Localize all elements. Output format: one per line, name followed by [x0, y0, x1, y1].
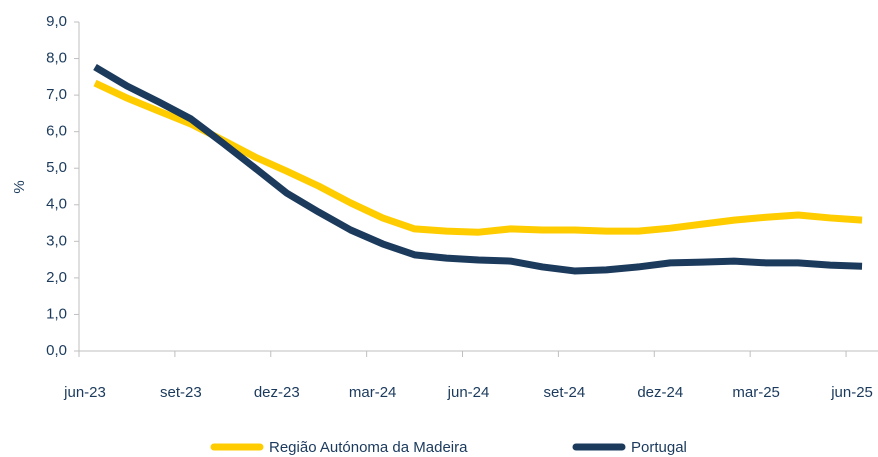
legend-label: Portugal	[631, 439, 687, 456]
y-tick-label: 7,0	[46, 86, 67, 103]
y-tick-label: 2,0	[46, 269, 67, 286]
x-tick-label: jun-24	[447, 384, 490, 401]
y-tick-label: 8,0	[46, 50, 67, 67]
x-tick-label: dez-23	[254, 384, 300, 401]
x-tick-label: jun-25	[830, 384, 873, 401]
x-tick-label: set-23	[160, 384, 202, 401]
legend-label: Região Autónoma da Madeira	[269, 439, 468, 456]
x-tick-label: mar-25	[732, 384, 780, 401]
line-series	[93, 63, 863, 275]
y-tick-label: 3,0	[46, 232, 67, 249]
y-tick-label: 1,0	[46, 305, 67, 322]
y-tick-label: 5,0	[46, 159, 67, 176]
y-tick-label: 4,0	[46, 196, 67, 213]
x-tick-label: jun-23	[63, 384, 106, 401]
y-axis-label: %	[11, 180, 28, 193]
x-tick-label: mar-24	[349, 384, 397, 401]
y-tick-label: 6,0	[46, 123, 67, 140]
line-series	[93, 79, 863, 236]
x-tick-label: dez-24	[637, 384, 683, 401]
x-tick-label: set-24	[544, 384, 586, 401]
y-tick-label: 9,0	[46, 13, 67, 30]
y-tick-label: 0,0	[46, 342, 67, 359]
